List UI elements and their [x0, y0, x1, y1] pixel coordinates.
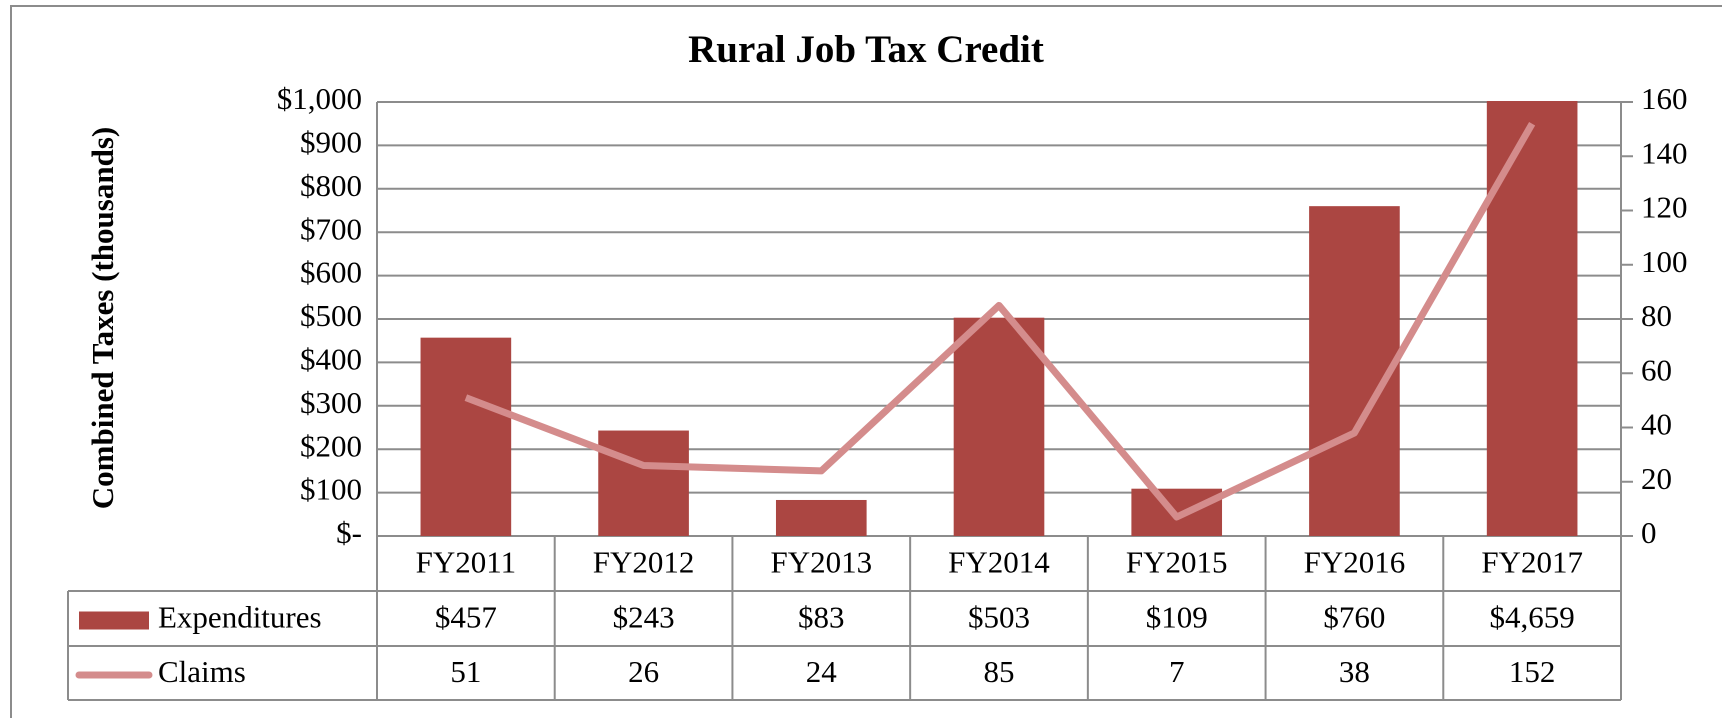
- table-value: 51: [450, 654, 481, 689]
- chart-border: [10, 5, 1722, 718]
- x-tick-label: FY2011: [416, 545, 516, 580]
- table-value: $760: [1323, 600, 1385, 635]
- legend-label: Expenditures: [158, 600, 322, 635]
- table-value: 152: [1509, 654, 1556, 689]
- plot-area: [420, 101, 1578, 536]
- bar: [598, 430, 689, 536]
- y-tick-label: $700: [300, 211, 362, 246]
- y-tick-label: $500: [300, 298, 362, 333]
- y-tick-label: $600: [300, 255, 362, 290]
- y2-tick-label: 0: [1641, 515, 1657, 550]
- x-tick-label: FY2017: [1481, 545, 1583, 580]
- y-tick-label: $200: [300, 428, 362, 463]
- y2-tick-label: 160: [1641, 81, 1688, 116]
- y-tick-label: $900: [300, 125, 362, 160]
- table-value: $4,659: [1490, 600, 1575, 635]
- chart-title: Rural Job Tax Credit: [688, 28, 1044, 71]
- x-tick-label: FY2014: [948, 545, 1050, 580]
- table-value: 26: [628, 654, 659, 689]
- y2-tick-label: 40: [1641, 407, 1672, 442]
- bar: [953, 317, 1045, 536]
- legend-key: [79, 611, 149, 630]
- y2-tick-label: 80: [1641, 298, 1672, 333]
- table-value: 85: [984, 654, 1015, 689]
- line: [464, 121, 1536, 521]
- table-value: $109: [1146, 600, 1208, 635]
- legend-label: Claims: [158, 654, 246, 689]
- table-value: 7: [1169, 654, 1185, 689]
- y-tick-label: $800: [300, 168, 362, 203]
- x-tick-label: FY2016: [1304, 545, 1406, 580]
- y-tick-label: $-: [336, 515, 362, 550]
- y-tick-label: $100: [300, 472, 362, 507]
- x-tick-label: FY2013: [770, 545, 872, 580]
- y2-tick-label: 100: [1641, 244, 1688, 279]
- y2-tick-label: 20: [1641, 461, 1672, 496]
- y-tick-label: $300: [300, 385, 362, 420]
- y-tick-label: $400: [300, 342, 362, 377]
- table-value: 24: [806, 654, 838, 689]
- bar: [1309, 206, 1400, 536]
- y2-tick-label: 140: [1641, 135, 1688, 170]
- bar: [1486, 101, 1578, 536]
- table-value: 38: [1339, 654, 1370, 689]
- table-value: $243: [613, 600, 675, 635]
- bar: [775, 499, 867, 536]
- y2-tick-label: 60: [1641, 352, 1672, 387]
- x-tick-label: FY2012: [593, 545, 695, 580]
- y2-tick-label: 120: [1641, 190, 1688, 225]
- table-value: $503: [968, 600, 1030, 635]
- y-tick-label: $1,000: [277, 81, 362, 116]
- table-value: $83: [798, 600, 845, 635]
- table-value: $457: [435, 600, 497, 635]
- bar: [420, 337, 512, 536]
- x-tick-label: FY2015: [1126, 545, 1228, 580]
- y-axis-label: Combined Taxes (thousands): [85, 127, 120, 509]
